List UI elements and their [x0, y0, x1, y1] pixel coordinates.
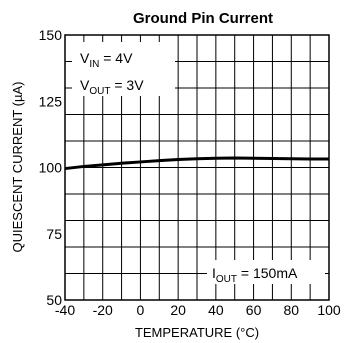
tick-labels: -40 -20 0 20 40 60 80 100 50 75 100 125 150 — [39, 27, 341, 318]
x-tick-label: 0 — [137, 302, 145, 318]
x-tick-label: 80 — [283, 302, 299, 318]
y-tick-label: 125 — [39, 93, 63, 109]
x-tick-label: 60 — [246, 302, 262, 318]
series-layer — [64, 156, 329, 171]
y-tick-label: 100 — [39, 160, 63, 176]
x-tick-label: 100 — [317, 302, 341, 318]
annotation-vin: VIN = 4V — [80, 50, 133, 70]
annotation-vout: VOUT = 3V — [80, 77, 144, 97]
y-tick-label: 50 — [46, 292, 62, 308]
x-tick-label: 40 — [208, 302, 224, 318]
y-axis-label: QUIESCENT CURRENT (µA) — [10, 82, 25, 253]
plot-frame — [64, 34, 330, 301]
chart-title: Ground Pin Current — [133, 10, 273, 27]
x-tick-label: -40 — [55, 302, 75, 318]
x-tick-label: 20 — [170, 302, 186, 318]
x-tick-label: -20 — [93, 302, 113, 318]
x-axis-label: TEMPERATURE (°C) — [135, 325, 259, 340]
series-line — [64, 156, 329, 171]
annotations: VIN = 4V VOUT = 3V IOUT = 150mA — [72, 42, 325, 285]
annotation-iout: IOUT = 150mA — [212, 265, 298, 285]
y-tick-label: 75 — [46, 226, 62, 242]
y-tick-label: 150 — [39, 27, 63, 43]
